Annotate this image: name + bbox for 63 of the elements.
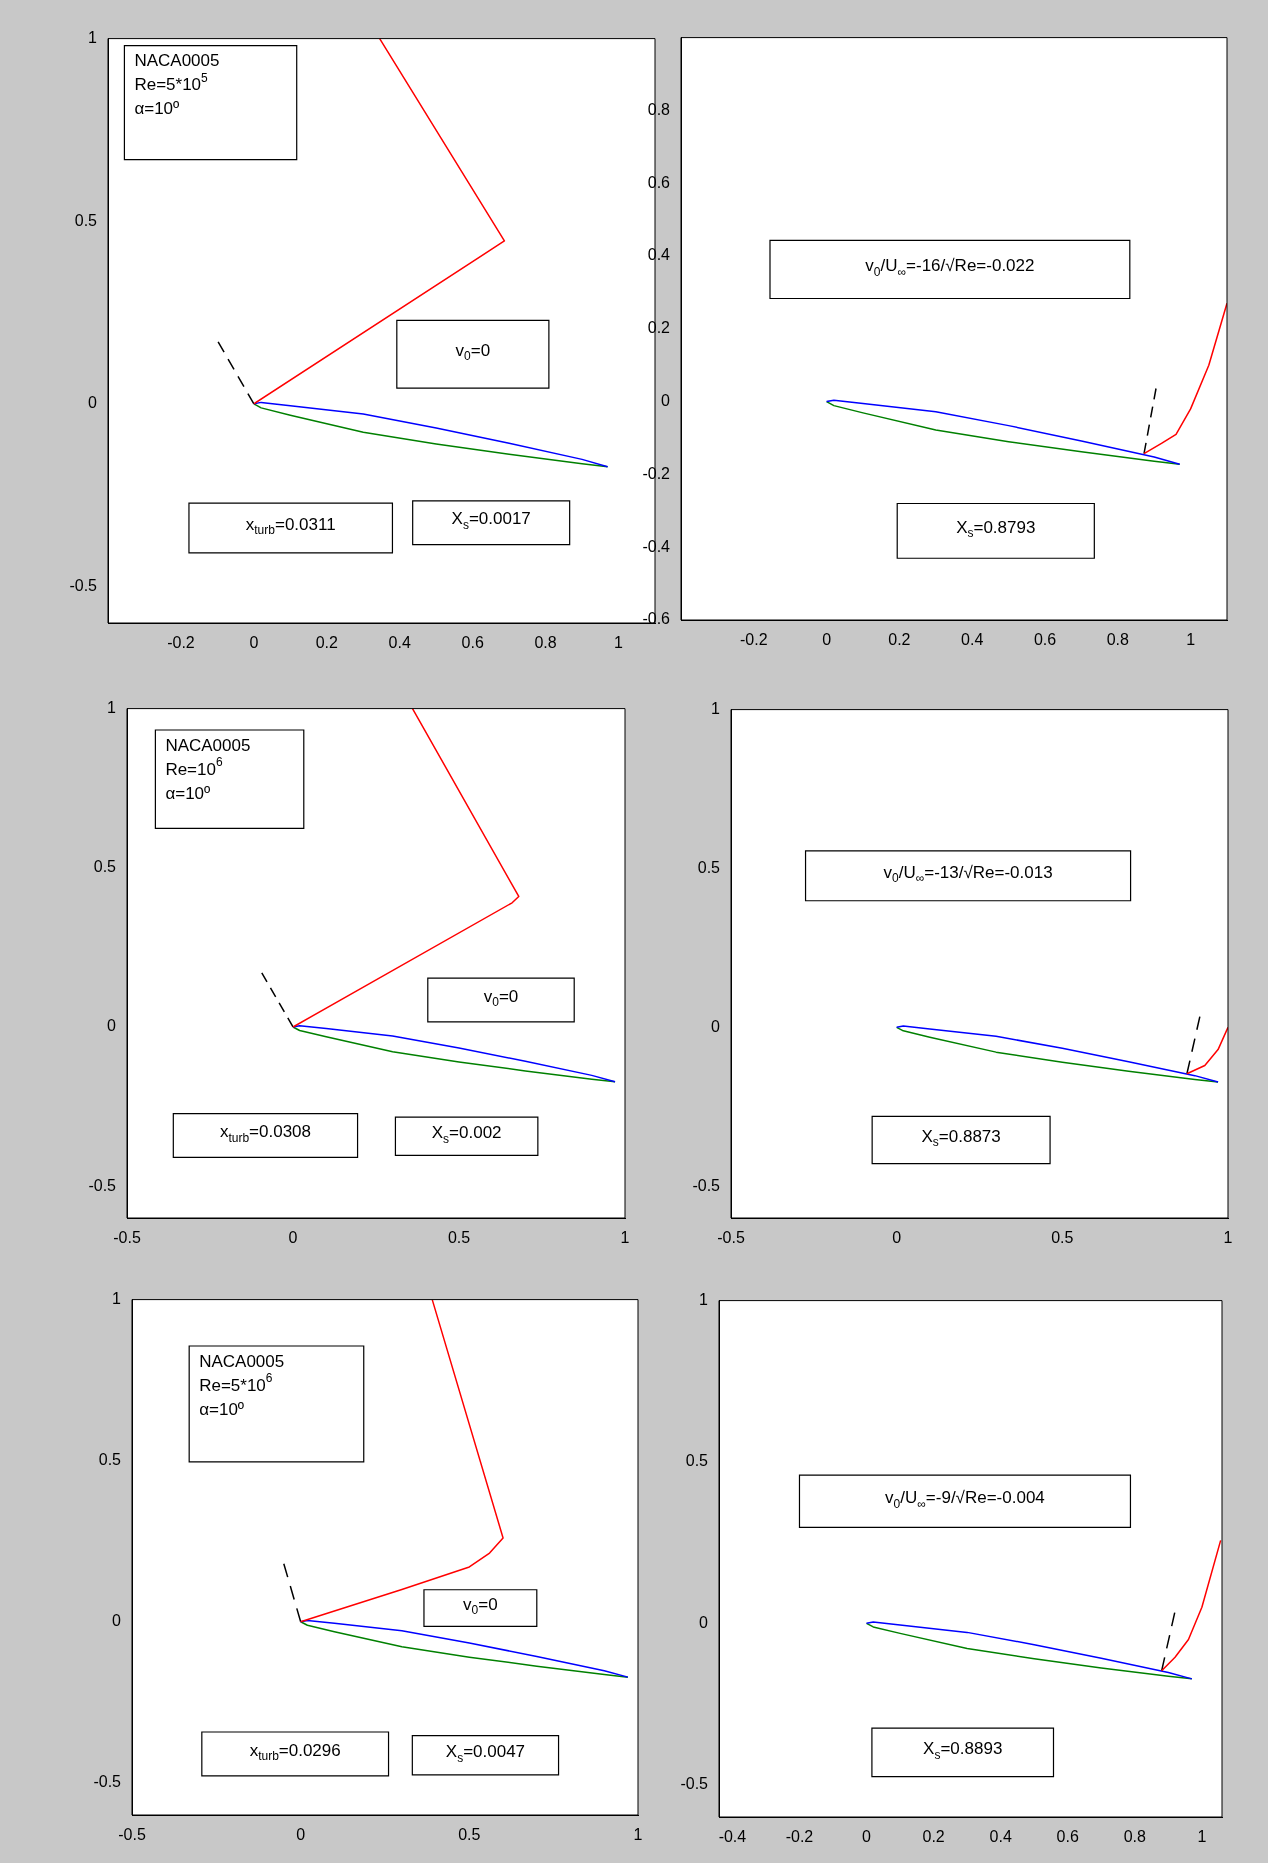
y-tick-label: -0.5 <box>692 1176 721 1194</box>
x-tick-label: 0 <box>296 1826 306 1844</box>
y-tick-label: 0.5 <box>93 858 117 876</box>
y-tick-label: 0.8 <box>647 100 671 118</box>
x-tick-label: 1 <box>1186 631 1196 649</box>
x-tick-label: 0.8 <box>1123 1828 1147 1846</box>
y-tick-label: 0 <box>711 1017 721 1035</box>
x-tick-label: 0.4 <box>989 1828 1012 1846</box>
x-tick-label: 0 <box>862 1828 872 1846</box>
y-tick-label: 0 <box>661 392 671 410</box>
x-tick-label: -0.2 <box>740 631 768 649</box>
x-tick-label: 1 <box>1197 1828 1207 1846</box>
y-tick-label: 0.4 <box>647 246 671 264</box>
annotation: α=10º <box>134 99 180 119</box>
y-tick-label: -0.4 <box>642 537 671 555</box>
y-tick-label: -0.5 <box>88 1176 117 1194</box>
x-tick-label: -0.2 <box>167 634 195 652</box>
y-tick-label: 1 <box>88 29 98 47</box>
x-tick-label: 0.6 <box>1033 631 1057 649</box>
x-tick-label: 0 <box>249 634 259 652</box>
y-tick-label: 0 <box>112 1612 122 1630</box>
x-tick-label: 0.5 <box>458 1826 481 1844</box>
x-tick-label: 0.4 <box>961 631 984 649</box>
annotation: α=10º <box>199 1399 245 1419</box>
x-tick-label: 0.2 <box>888 631 911 649</box>
y-tick-label: 1 <box>699 1291 709 1309</box>
x-tick-label: 0.2 <box>922 1828 945 1846</box>
x-tick-label: 0.6 <box>461 634 484 652</box>
x-tick-label: 0.4 <box>388 634 411 652</box>
annotation: NACA0005 <box>134 51 220 71</box>
annotation: α=10º <box>165 783 211 803</box>
x-tick-label: 0 <box>822 631 832 649</box>
x-tick-label: 0.2 <box>315 634 339 652</box>
y-tick-label: 1 <box>711 700 721 718</box>
y-tick-label: 1 <box>107 699 117 717</box>
y-tick-label: -0.2 <box>642 464 671 482</box>
y-tick-label: 0.5 <box>685 1452 709 1470</box>
y-tick-label: -0.5 <box>680 1775 709 1793</box>
x-tick-label: 1 <box>1223 1229 1233 1247</box>
x-tick-label: 0.8 <box>534 634 557 652</box>
y-tick-label: -0.5 <box>93 1773 122 1791</box>
y-tick-label: 0.5 <box>74 211 98 229</box>
y-tick-label: 0.2 <box>647 319 671 337</box>
y-tick-label: 0 <box>88 394 98 412</box>
annotation: NACA0005 <box>165 735 251 755</box>
y-tick-label: 0 <box>699 1613 709 1631</box>
y-tick-label: -0.5 <box>69 576 98 594</box>
x-tick-label: 0 <box>892 1229 902 1247</box>
y-tick-label: 0.6 <box>647 173 671 191</box>
x-tick-label: 0.5 <box>1051 1229 1074 1247</box>
y-tick-label: 1 <box>112 1290 122 1308</box>
x-tick-label: 1 <box>620 1229 630 1247</box>
x-tick-label: 0.8 <box>1106 631 1130 649</box>
y-tick-label: -0.6 <box>642 610 671 628</box>
y-tick-label: 0 <box>107 1017 117 1035</box>
x-tick-label: -0.2 <box>785 1828 814 1846</box>
x-tick-label: 0.6 <box>1056 1828 1079 1846</box>
y-tick-label: 0.5 <box>98 1451 122 1469</box>
x-tick-label: 0.5 <box>447 1229 471 1247</box>
y-tick-label: 0.5 <box>697 858 721 876</box>
x-tick-label: 1 <box>614 634 624 652</box>
annotation: NACA0005 <box>199 1351 285 1371</box>
x-tick-label: 0 <box>288 1229 298 1247</box>
